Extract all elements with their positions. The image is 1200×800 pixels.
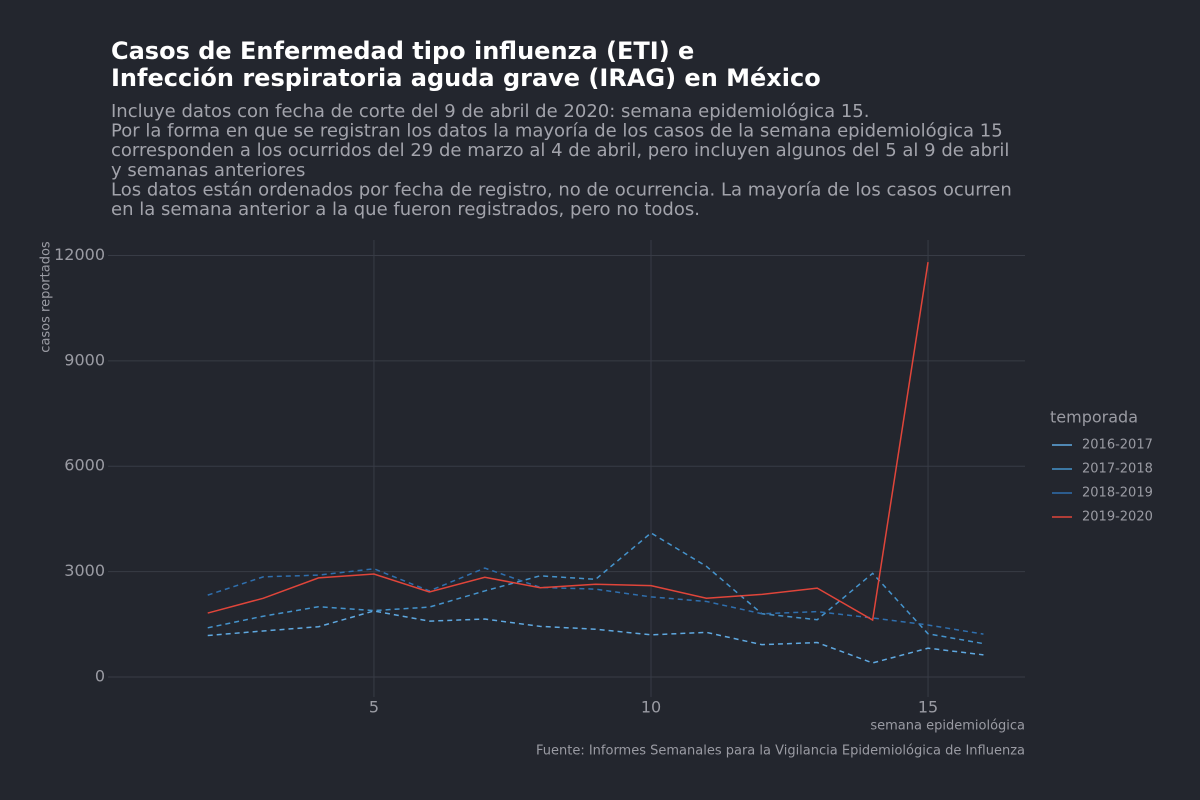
x-tick-label: 10 [641, 698, 661, 717]
legend-label: 2017-2018 [1082, 462, 1153, 477]
x-axis-label: semana epidemiológica [870, 719, 1025, 734]
chart-title: Infección respiratoria aguda grave (IRAG… [111, 64, 821, 92]
y-tick-label: 0 [95, 666, 105, 685]
x-tick-label: 15 [918, 698, 938, 717]
legend-label: 2019-2020 [1082, 510, 1153, 525]
legend-title: temporada [1050, 408, 1138, 427]
chart-title: Casos de Enfermedad tipo influenza (ETI)… [111, 37, 694, 65]
subtitle: Incluye datos con fecha de corte del 9 d… [111, 101, 869, 122]
subtitle: y semanas anteriores [111, 160, 305, 181]
y-axis-label: casos reportados [39, 241, 54, 353]
legend-label: 2016-2017 [1082, 438, 1153, 453]
subtitle: Los datos están ordenados por fecha de r… [111, 179, 1012, 200]
series-line [207, 610, 984, 664]
caption: Fuente: Informes Semanales para la Vigil… [536, 744, 1025, 759]
y-tick-label: 9000 [64, 350, 105, 369]
y-tick-label: 12000 [54, 245, 105, 264]
subtitle: corresponden a los ocurridos del 29 de m… [111, 140, 1009, 161]
series-line [207, 262, 929, 622]
subtitle: en la semana anterior a la que fueron re… [111, 199, 700, 220]
y-tick-label: 6000 [64, 456, 105, 475]
subtitle: Por la forma en que se registran los dat… [111, 121, 1003, 142]
legend-label: 2018-2019 [1082, 486, 1153, 501]
x-tick-label: 5 [369, 698, 379, 717]
y-tick-label: 3000 [64, 561, 105, 580]
